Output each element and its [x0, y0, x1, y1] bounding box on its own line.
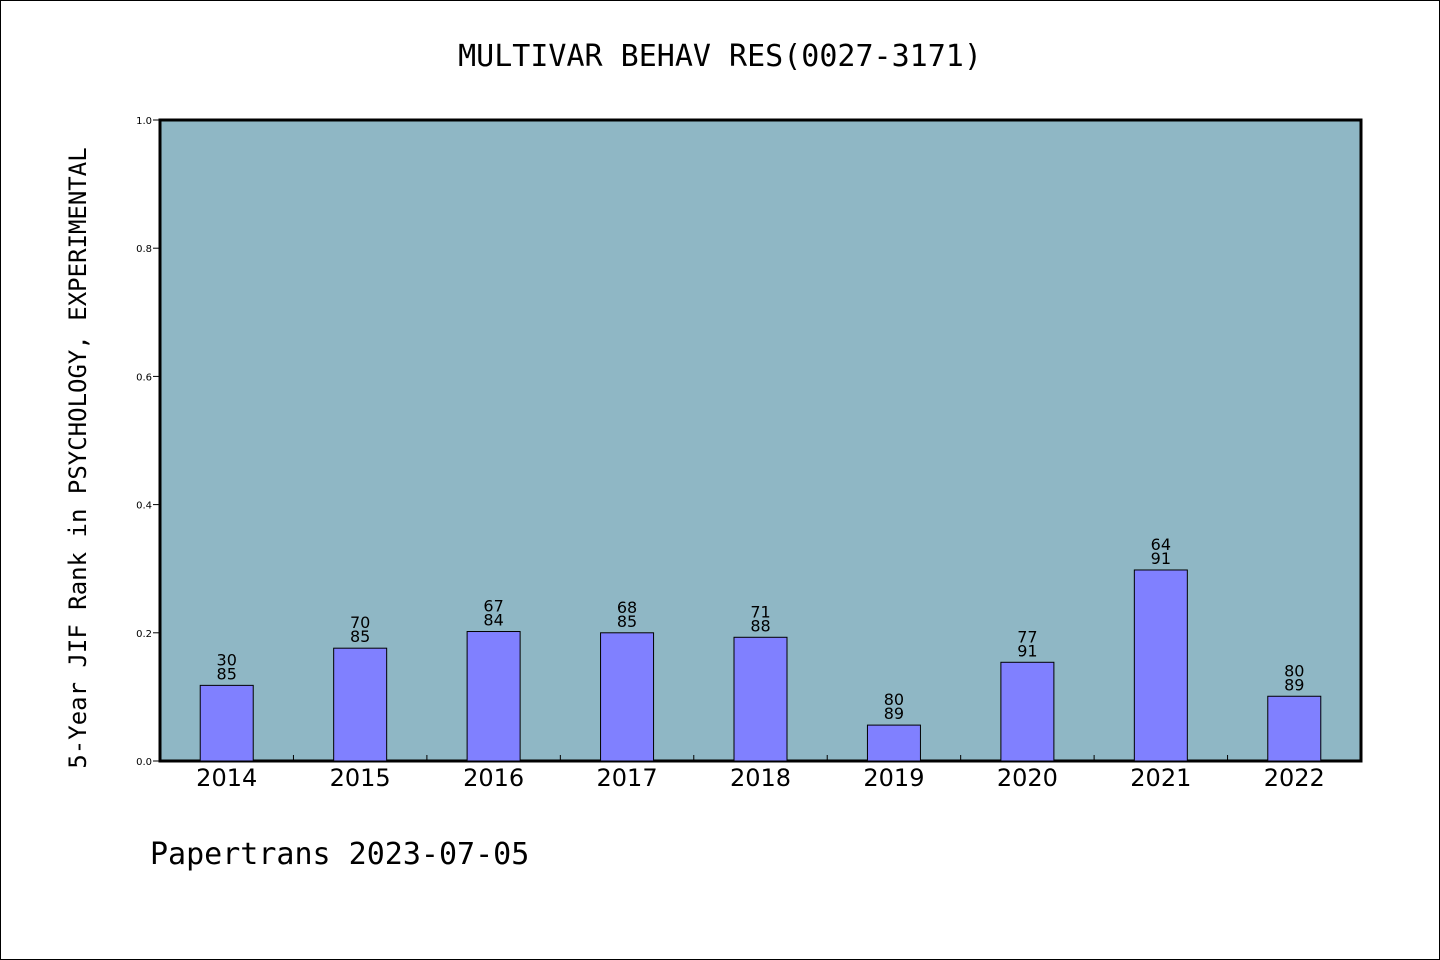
x-tick-label: 2020: [997, 764, 1058, 792]
bar-rank-label: 30: [217, 650, 237, 669]
bar-total-label: 91: [1151, 549, 1171, 568]
bar-total-label: 89: [884, 704, 904, 723]
bar-2017: [600, 632, 655, 762]
bar-rank-label: 68: [617, 598, 637, 617]
bar-2014: [199, 684, 254, 762]
x-tick-label: 2021: [1130, 764, 1191, 792]
bar-total-label: 84: [483, 611, 503, 630]
y-tick-label: 0.0: [136, 757, 152, 768]
y-tick-label: 0.8: [136, 244, 152, 255]
x-tick-label: 2017: [597, 764, 658, 792]
x-tick-label: 2016: [463, 764, 524, 792]
bar-rank-label: 80: [884, 690, 904, 709]
y-axis-label: 5-Year JIF Rank in PSYCHOLOGY, EXPERIMEN…: [64, 147, 92, 768]
bar-2016: [466, 631, 521, 762]
bar-2015: [333, 647, 388, 762]
bar-total-label: 85: [350, 627, 370, 646]
bar-2022: [1267, 695, 1322, 762]
y-tick-label: 1.0: [136, 116, 152, 127]
bar-total-label: 85: [617, 612, 637, 631]
x-tick-label: 2022: [1264, 764, 1325, 792]
chart-title: MULTIVAR BEHAV RES(0027-3171): [458, 39, 982, 74]
y-tick-label: 0.6: [136, 372, 152, 383]
bar-rank-label: 64: [1151, 535, 1171, 554]
x-tick-label: 2014: [196, 764, 257, 792]
y-tick-label: 0.2: [136, 629, 152, 640]
bar-total-label: 88: [750, 616, 770, 635]
bar-rank-label: 67: [483, 597, 503, 616]
y-axis: 0.0 0.2 0.4 0.6 0.8 1.0: [136, 116, 160, 768]
bar-2018: [733, 636, 788, 762]
y-tick-label: 0.4: [136, 501, 152, 512]
x-tick-label: 2015: [330, 764, 391, 792]
bar-rank-label: 77: [1017, 627, 1037, 646]
bar-rank-label: 80: [1284, 661, 1304, 680]
bar-2020: [1000, 661, 1055, 762]
bar-total-label: 85: [217, 664, 237, 683]
bar-rank-label: 71: [750, 602, 770, 621]
x-tick-label: 2018: [730, 764, 791, 792]
x-axis: 2014 2015 2016 2017 2018 2019 2020 2021 2022: [196, 755, 1325, 792]
footer-source-date: Papertrans 2023-07-05: [150, 837, 529, 872]
x-tick-label: 2019: [863, 764, 924, 792]
bar-total-label: 91: [1017, 641, 1037, 660]
bar-total-label: 89: [1284, 675, 1304, 694]
bar-rank-label: 70: [350, 613, 370, 632]
bars: [199, 569, 1322, 762]
bar-2021: [1133, 569, 1188, 762]
bar-2019: [866, 724, 921, 762]
